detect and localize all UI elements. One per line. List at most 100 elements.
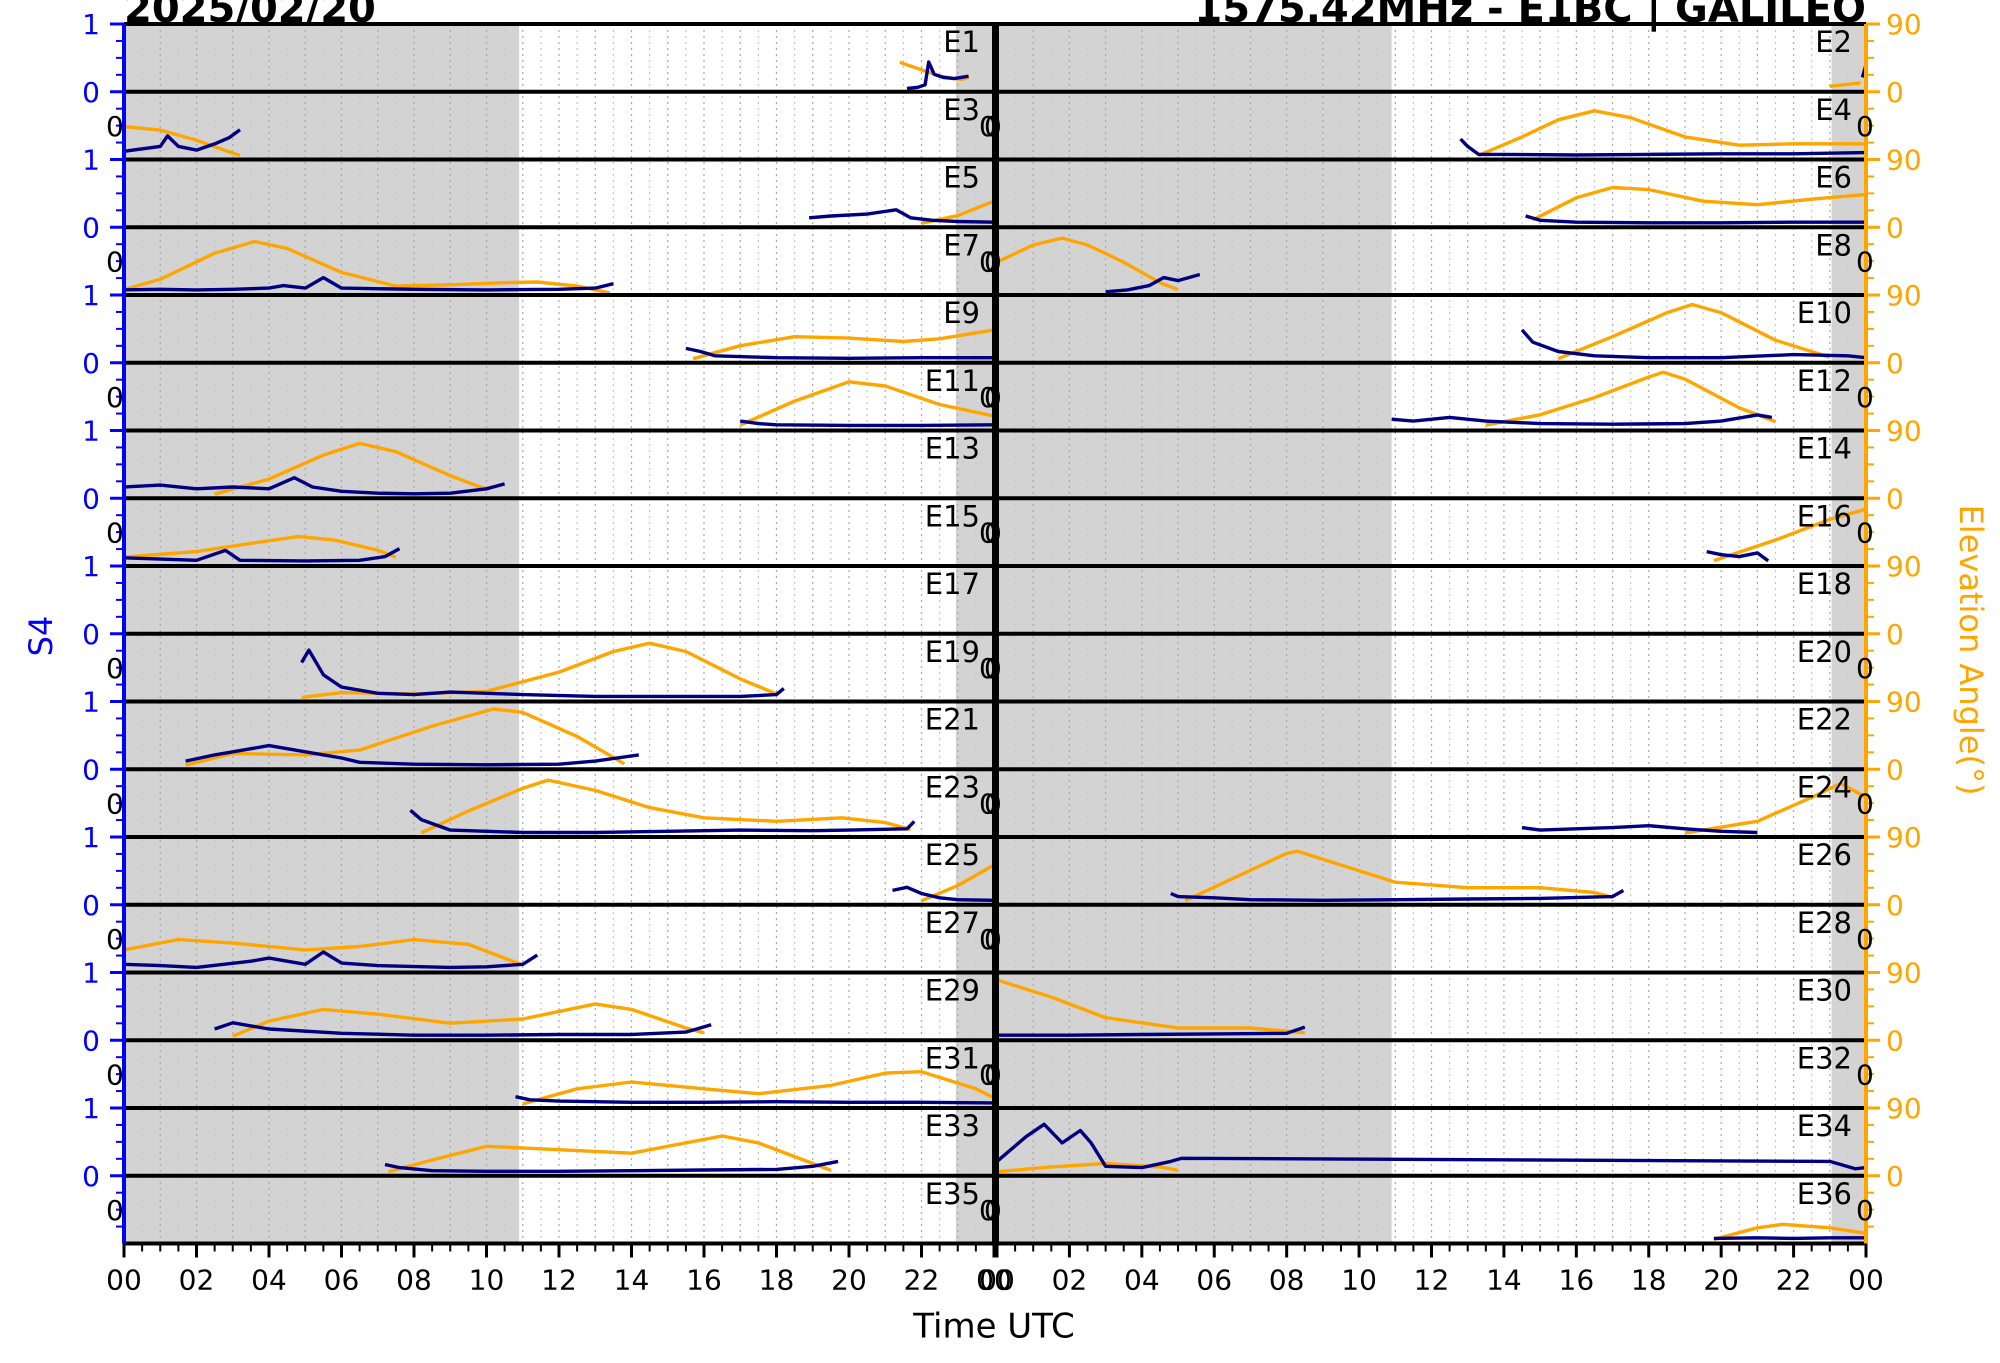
panel-label-E35: E35 <box>925 1177 980 1211</box>
left-tick-label: 1 <box>82 144 100 177</box>
inner-tick-label: 0 <box>106 787 124 820</box>
x-tick-label: 22 <box>904 1264 940 1297</box>
left-tick-label: 1 <box>82 957 100 990</box>
inner-tick-label: 0 <box>1856 516 1874 549</box>
panel-label-E1: E1 <box>943 25 980 59</box>
panel-label-E24: E24 <box>1797 770 1852 804</box>
panel-label-E20: E20 <box>1797 635 1852 669</box>
x-tick-label: 02 <box>179 1264 215 1297</box>
inner-tick-label: 0 <box>106 110 124 143</box>
inner-tick-label: 0 <box>984 1058 1002 1091</box>
x-tick-label: 06 <box>324 1264 360 1297</box>
right-tick-label: 0 <box>1886 482 1904 515</box>
panel-label-E30: E30 <box>1797 974 1852 1008</box>
inner-tick-label: 0 <box>1856 1194 1874 1227</box>
x-tick-label: 16 <box>686 1264 722 1297</box>
inner-tick-label: 0 <box>106 1058 124 1091</box>
x-tick-label: 00 <box>1848 1264 1884 1297</box>
left-tick-label: 0 <box>82 211 100 244</box>
inner-tick-label: 0 <box>1856 652 1874 685</box>
inner-tick-label: 0 <box>106 652 124 685</box>
left-tick-label: 1 <box>82 550 100 583</box>
left-tick-label: 1 <box>82 8 100 41</box>
elevation-line-E10 <box>1558 305 1830 359</box>
panel-label-E14: E14 <box>1797 432 1852 466</box>
panel-label-E10: E10 <box>1797 296 1852 330</box>
right-tick-label: 0 <box>1886 1160 1904 1193</box>
left-axis-label: S4 <box>22 616 60 657</box>
left-tick-label: 1 <box>82 1092 100 1125</box>
left-tick-label: 0 <box>82 753 100 786</box>
right-tick-label: 90 <box>1886 144 1922 177</box>
inner-tick-label: 0 <box>984 1194 1002 1227</box>
s4-line-E10 <box>1522 330 1866 358</box>
panel-label-E28: E28 <box>1797 906 1852 940</box>
right-tick-label: 90 <box>1886 279 1922 312</box>
right-tick-label: 90 <box>1886 686 1922 719</box>
chart-title: 1575.42MHz - E1BC | GALILEO <box>1194 0 1866 32</box>
right-tick-label: 90 <box>1886 821 1922 854</box>
x-tick-label: 08 <box>1269 1264 1305 1297</box>
inner-tick-label: 0 <box>984 110 1002 143</box>
x-tick-label: 00 <box>106 1264 142 1297</box>
panel-label-E18: E18 <box>1797 567 1852 601</box>
x-tick-label: 20 <box>831 1264 867 1297</box>
left-tick-label: 0 <box>82 347 100 380</box>
inner-tick-label: 0 <box>1856 1058 1874 1091</box>
left-tick-label: 1 <box>82 279 100 312</box>
panel-label-E5: E5 <box>943 161 980 195</box>
panel-label-E31: E31 <box>925 1041 980 1075</box>
panel-label-E33: E33 <box>925 1109 980 1143</box>
left-tick-label: 1 <box>82 686 100 719</box>
right-tick-label: 90 <box>1886 415 1922 448</box>
panel-label-E17: E17 <box>925 567 980 601</box>
s4-line-E12 <box>1392 415 1772 424</box>
x-tick-label: 14 <box>1486 1264 1522 1297</box>
inner-tick-label: 0 <box>984 245 1002 278</box>
x-axis-label: Time UTC <box>912 1307 1074 1347</box>
panel-label-E15: E15 <box>925 499 980 533</box>
panel-label-E27: E27 <box>925 906 980 940</box>
inner-tick-label: 0 <box>1856 245 1874 278</box>
panel-label-E25: E25 <box>925 838 980 872</box>
inner-tick-label: 0 <box>106 381 124 414</box>
s4-line-E31 <box>516 1097 995 1103</box>
panel-label-E6: E6 <box>1815 161 1852 195</box>
panel-label-E21: E21 <box>925 703 980 737</box>
left-tick-label: 0 <box>82 76 100 109</box>
panel-label-E23: E23 <box>925 770 980 804</box>
x-tick-label: 16 <box>1559 1264 1595 1297</box>
inner-tick-label: 0 <box>106 923 124 956</box>
x-tick-label: 02 <box>1052 1264 1088 1297</box>
inner-tick-label: 0 <box>1856 787 1874 820</box>
x-tick-label: 18 <box>1631 1264 1667 1297</box>
panel-label-E13: E13 <box>925 432 980 466</box>
left-tick-label: 0 <box>82 482 100 515</box>
right-axis-label: Elevation Angle(°) <box>1952 505 1990 796</box>
inner-tick-label: 0 <box>984 381 1002 414</box>
inner-tick-label: 0 <box>106 516 124 549</box>
right-tick-label: 0 <box>1886 76 1904 109</box>
x-tick-label: 10 <box>1341 1264 1377 1297</box>
left-tick-label: 0 <box>82 618 100 651</box>
left-tick-label: 1 <box>82 821 100 854</box>
x-tick-label: 04 <box>251 1264 287 1297</box>
left-tick-label: 0 <box>82 1024 100 1057</box>
panel-label-E7: E7 <box>943 228 980 262</box>
right-tick-label: 90 <box>1886 957 1922 990</box>
panel-label-E12: E12 <box>1797 364 1852 398</box>
right-tick-label: 0 <box>1886 347 1904 380</box>
elevation-line-E12 <box>1486 372 1776 425</box>
x-tick-label: 06 <box>1196 1264 1232 1297</box>
inner-tick-label: 0 <box>1856 923 1874 956</box>
inner-tick-label: 0 <box>106 245 124 278</box>
panel-label-E36: E36 <box>1797 1177 1852 1211</box>
inner-tick-label: 0 <box>984 923 1002 956</box>
x-tick-label: 20 <box>1703 1264 1739 1297</box>
inner-tick-label: 0 <box>1856 110 1874 143</box>
right-tick-label: 0 <box>1886 753 1904 786</box>
inner-tick-label: 0 <box>984 516 1002 549</box>
right-tick-label: 0 <box>1886 618 1904 651</box>
